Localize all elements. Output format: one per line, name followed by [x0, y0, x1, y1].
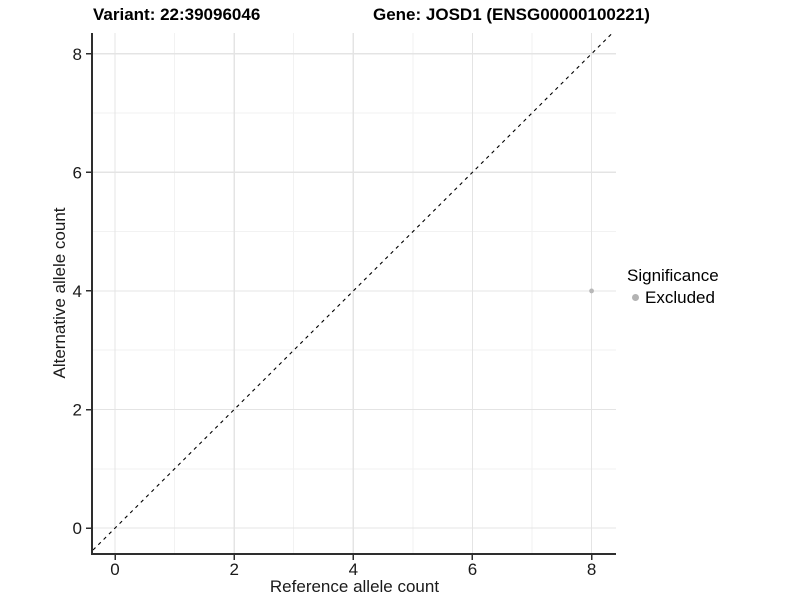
axis-lines	[91, 33, 616, 555]
x-tick-label: 2	[229, 560, 238, 579]
y-tick-labels: 0 2 4 6 8	[73, 45, 82, 538]
y-tick-label: 6	[73, 163, 82, 182]
x-tick-label: 8	[587, 560, 596, 579]
y-tick-label: 0	[73, 519, 82, 538]
grid-minor	[93, 33, 616, 553]
legend-item-excluded: Excluded	[627, 287, 719, 308]
legend: Significance Excluded	[627, 265, 719, 308]
x-tick-labels: 0 2 4 6 8	[110, 560, 596, 579]
plot-title-gene: Gene: JOSD1 (ENSG00000100221)	[373, 5, 650, 24]
series-excluded	[589, 288, 594, 294]
tick-marks	[86, 53, 593, 560]
y-tick-label: 4	[73, 282, 82, 301]
legend-item-label: Excluded	[645, 288, 715, 307]
grid-major	[93, 33, 616, 553]
legend-title: Significance	[627, 266, 719, 285]
x-axis-title: Reference allele count	[269, 577, 440, 596]
y-axis-title-text: Alternative allele count	[50, 207, 69, 379]
x-tick-label: 6	[468, 560, 477, 579]
y-tick-label: 2	[73, 401, 82, 420]
x-tick-label: 0	[110, 560, 119, 579]
legend-point-icon	[632, 294, 639, 301]
x-tick-label: 4	[349, 560, 358, 579]
plot-title-variant: Variant: 22:39096046	[93, 5, 261, 24]
data-point	[589, 288, 594, 294]
identity-dashed-line	[93, 33, 613, 551]
y-tick-label: 8	[73, 45, 82, 64]
